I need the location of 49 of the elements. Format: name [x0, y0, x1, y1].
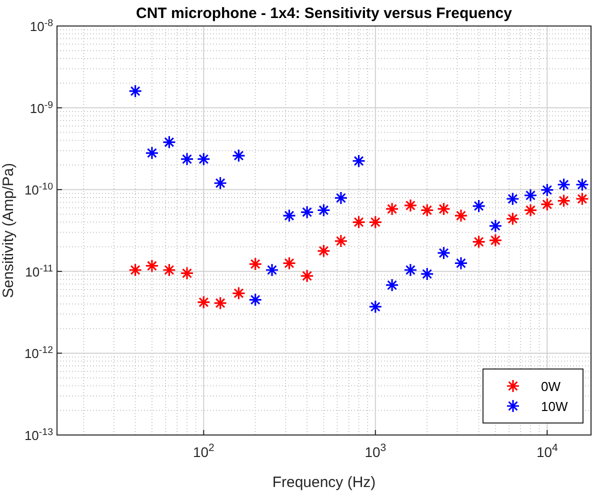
point — [232, 286, 246, 300]
point — [162, 263, 176, 277]
point — [214, 176, 228, 190]
x-tick-label: 10$^{3}$ — [364, 442, 386, 460]
point — [162, 135, 176, 149]
point — [575, 178, 590, 192]
point — [540, 183, 554, 197]
legend-label: 0W — [541, 379, 562, 394]
point — [196, 152, 210, 166]
y-axis-title: Sensitivity (Amp/Pa) — [0, 162, 17, 298]
point — [334, 191, 348, 205]
y-tick-label: 10$^{-10}$ — [24, 181, 54, 198]
point — [232, 148, 246, 162]
point — [248, 257, 262, 271]
chart-title: CNT microphone - 1x4: Sensitivity versus Frequency — [136, 5, 513, 22]
point — [128, 263, 142, 277]
point — [248, 292, 262, 307]
x-tick-label: 10$^{4}$ — [536, 442, 558, 460]
x-axis-title: Frequency (Hz) — [272, 474, 376, 491]
point — [265, 263, 279, 277]
point — [196, 295, 210, 310]
point — [420, 267, 434, 281]
point — [557, 178, 571, 192]
point — [214, 296, 228, 310]
point — [180, 152, 194, 166]
point — [352, 154, 366, 168]
point — [282, 208, 296, 222]
point — [524, 188, 538, 202]
point — [506, 192, 520, 206]
point — [300, 205, 314, 219]
point — [180, 266, 194, 280]
y-tick-label: 10$^{-13}$ — [24, 426, 53, 443]
point — [368, 300, 382, 314]
point — [128, 84, 142, 98]
legend-label: 10W — [541, 399, 568, 414]
y-tick-label: 10$^{-11}$ — [25, 262, 53, 280]
y-tick-label: 10$^{-8}$ — [30, 18, 53, 34]
point — [316, 203, 331, 217]
point — [454, 256, 468, 270]
y-tick-label: 10$^{-9}$ — [30, 99, 53, 116]
y-tick-label: 10$^{-12}$ — [24, 344, 53, 362]
x-tick-label: 10$^{2}$ — [192, 442, 215, 460]
point — [385, 278, 399, 292]
point — [145, 146, 159, 160]
point — [436, 246, 451, 260]
point — [145, 259, 159, 273]
point — [404, 263, 418, 277]
point — [488, 219, 502, 233]
point — [472, 199, 486, 213]
